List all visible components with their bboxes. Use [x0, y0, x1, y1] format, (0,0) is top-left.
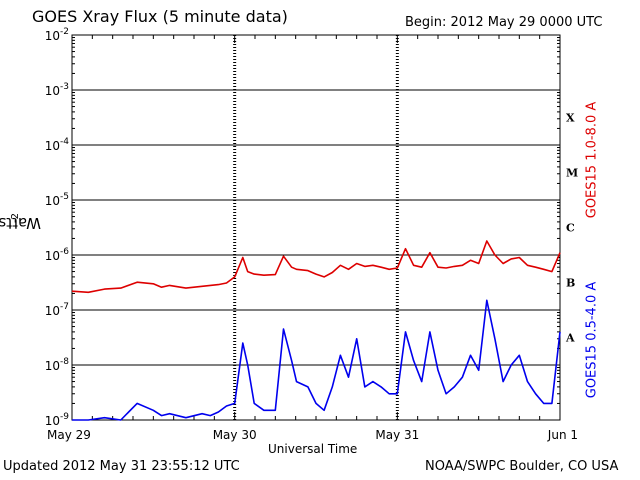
- y-tick-label-7: 10-2: [45, 27, 69, 43]
- y-tick-mantissa: 10: [45, 29, 60, 43]
- y-tick-exponent: -9: [60, 412, 69, 422]
- plot-frame: [71, 34, 561, 421]
- y-tick-label-2: 10-7: [45, 302, 69, 318]
- x-tick-label-0: May 29: [47, 428, 91, 442]
- chart-title: GOES Xray Flux (5 minute data): [32, 7, 288, 26]
- series-line-1: [72, 299, 561, 421]
- y-tick-label-3: 10-6: [45, 247, 70, 263]
- y-tick-mantissa: 10: [45, 194, 60, 208]
- y-tick-mantissa: 10: [45, 249, 60, 263]
- x-axis-label: Universal Time: [268, 442, 358, 456]
- y-tick-mantissa: 10: [45, 139, 60, 153]
- y-tick-label-5: 10-4: [45, 137, 70, 153]
- x-tick-label-2: May 31: [375, 428, 419, 442]
- x-tick-label-3: Jun 1: [547, 428, 578, 442]
- flare-class-X: X: [566, 112, 575, 125]
- credit-line: NOAA/SWPC Boulder, CO USA: [425, 459, 619, 474]
- x-tick-label-1: May 30: [213, 428, 257, 442]
- series-line-0: [71, 240, 561, 294]
- y-tick-mantissa: 10: [45, 414, 60, 428]
- y-tick-label-6: 10-3: [45, 82, 69, 98]
- flare-class-C: C: [566, 222, 575, 235]
- y-tick-mantissa: 10: [45, 84, 60, 98]
- y-tick-exponent: -7: [60, 302, 69, 312]
- y-tick-exponent: -3: [60, 82, 69, 92]
- begin-time: Begin: 2012 May 29 0000 UTC: [405, 15, 603, 30]
- y-tick-exponent: -4: [60, 137, 69, 147]
- y-tick-label-1: 10-8: [45, 357, 70, 373]
- y-tick-mantissa: 10: [45, 359, 60, 373]
- y-tick-label-0: 10-9: [45, 412, 70, 428]
- y-tick-exponent: -8: [60, 357, 69, 367]
- y-tick-label-4: 10-5: [45, 192, 69, 208]
- updated-timestamp: Updated 2012 May 31 23:55:12 UTC: [3, 459, 240, 474]
- flare-class-B: B: [566, 277, 575, 290]
- y-tick-exponent: -2: [60, 27, 69, 37]
- flare-class-M: M: [566, 167, 578, 180]
- y-tick-exponent: -5: [60, 192, 69, 202]
- y-tick-mantissa: 10: [45, 304, 60, 318]
- y-tick-exponent: -6: [60, 247, 69, 257]
- flare-class-A: A: [565, 332, 575, 345]
